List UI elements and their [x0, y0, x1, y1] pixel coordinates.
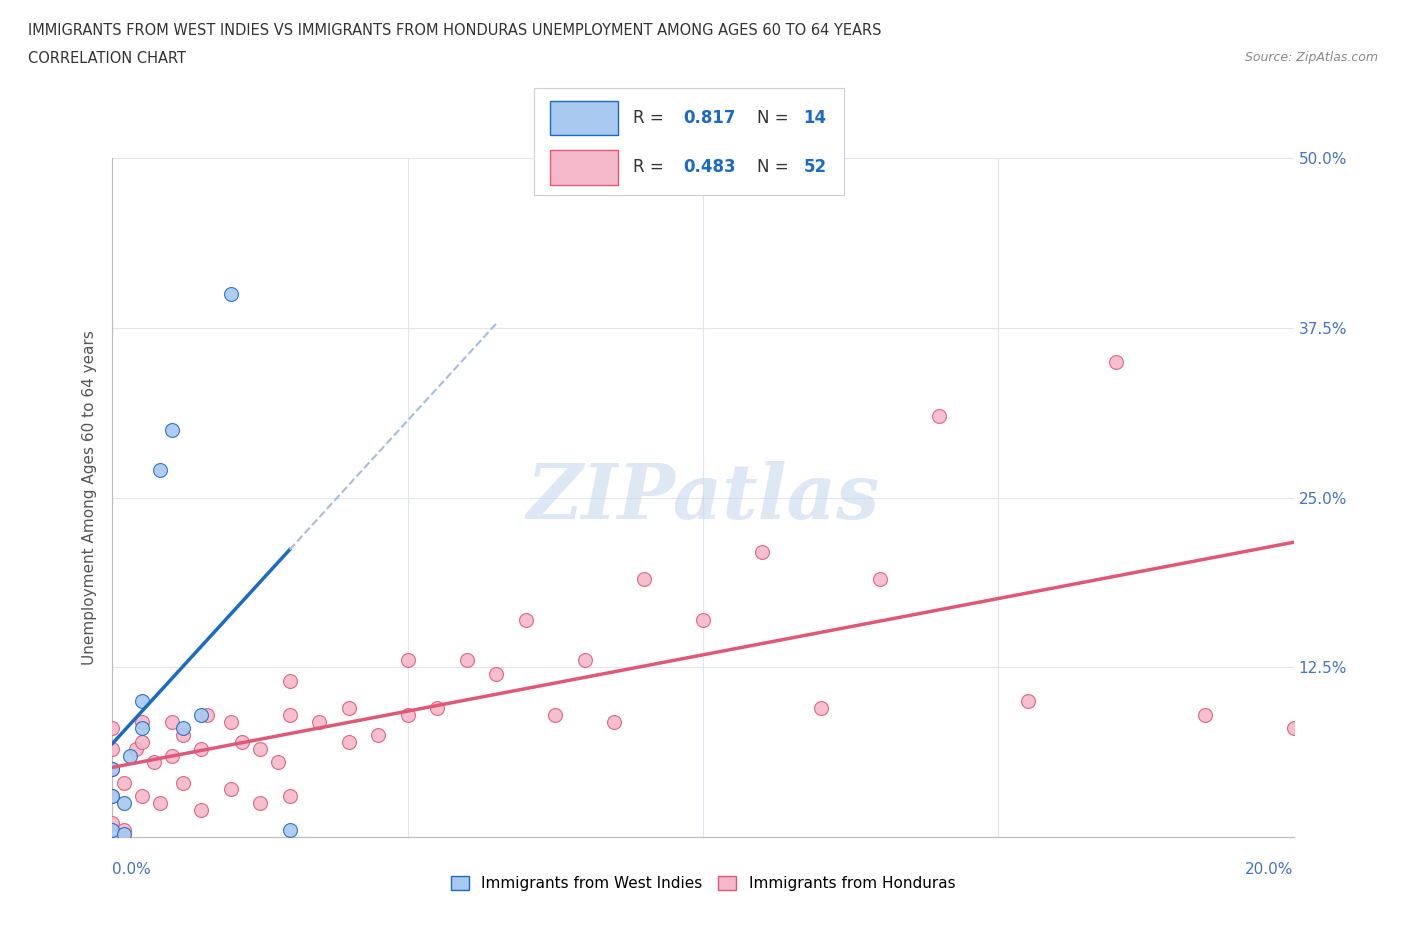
Point: [172, 727, 194, 742]
Point: [544, 708, 567, 723]
Point: [112, 827, 135, 842]
Point: [131, 735, 153, 750]
Point: [249, 741, 271, 756]
Text: N =: N =: [756, 158, 794, 177]
Point: [101, 789, 124, 804]
Point: [172, 721, 194, 736]
Text: IMMIGRANTS FROM WEST INDIES VS IMMIGRANTS FROM HONDURAS UNEMPLOYMENT AMONG AGES : IMMIGRANTS FROM WEST INDIES VS IMMIGRANT…: [28, 23, 882, 38]
Point: [456, 653, 478, 668]
Point: [278, 823, 301, 838]
Point: [101, 816, 124, 830]
Point: [101, 762, 124, 777]
Point: [149, 796, 172, 811]
Point: [1282, 721, 1305, 736]
Text: N =: N =: [756, 110, 794, 127]
Text: CORRELATION CHART: CORRELATION CHART: [28, 51, 186, 66]
Point: [101, 823, 124, 838]
Point: [1194, 708, 1216, 723]
Point: [249, 796, 271, 811]
Point: [172, 776, 194, 790]
Point: [190, 708, 212, 723]
Point: [101, 789, 124, 804]
Point: [190, 741, 212, 756]
Point: [219, 286, 242, 301]
Point: [869, 572, 891, 587]
Point: [131, 694, 153, 709]
Point: [633, 572, 655, 587]
Point: [396, 653, 419, 668]
Point: [131, 789, 153, 804]
FancyBboxPatch shape: [550, 151, 617, 184]
Y-axis label: Unemployment Among Ages 60 to 64 years: Unemployment Among Ages 60 to 64 years: [82, 330, 97, 665]
Point: [278, 789, 301, 804]
Point: [308, 714, 330, 729]
Text: 0.0%: 0.0%: [112, 862, 152, 877]
Point: [810, 700, 832, 715]
Text: R =: R =: [633, 158, 669, 177]
Point: [112, 776, 135, 790]
Point: [219, 714, 242, 729]
Point: [337, 735, 360, 750]
Point: [131, 721, 153, 736]
FancyBboxPatch shape: [550, 101, 617, 136]
Legend: Immigrants from West Indies, Immigrants from Honduras: Immigrants from West Indies, Immigrants …: [444, 870, 962, 897]
Point: [112, 796, 135, 811]
Point: [112, 823, 135, 838]
Point: [278, 673, 301, 688]
Point: [751, 544, 773, 559]
Point: [485, 667, 508, 682]
Point: [142, 755, 165, 770]
Text: 0.817: 0.817: [683, 110, 735, 127]
Point: [278, 708, 301, 723]
Point: [574, 653, 596, 668]
Point: [1017, 694, 1039, 709]
Point: [101, 762, 124, 777]
Point: [131, 714, 153, 729]
Point: [125, 741, 148, 756]
Point: [149, 463, 172, 478]
Point: [928, 408, 950, 423]
Point: [120, 748, 142, 763]
Point: [1105, 354, 1128, 369]
Point: [692, 612, 714, 627]
Text: Source: ZipAtlas.com: Source: ZipAtlas.com: [1244, 51, 1378, 64]
Text: 20.0%: 20.0%: [1246, 862, 1294, 877]
Point: [219, 782, 242, 797]
Point: [160, 714, 183, 729]
Point: [160, 422, 183, 437]
Point: [231, 735, 253, 750]
Point: [101, 741, 124, 756]
Point: [160, 748, 183, 763]
Point: [267, 755, 290, 770]
Point: [195, 708, 218, 723]
Text: ZIPatlas: ZIPatlas: [526, 460, 880, 535]
Text: 52: 52: [803, 158, 827, 177]
Point: [190, 803, 212, 817]
Point: [367, 727, 389, 742]
Point: [603, 714, 626, 729]
Text: R =: R =: [633, 110, 669, 127]
Point: [396, 708, 419, 723]
Text: 14: 14: [803, 110, 827, 127]
Point: [426, 700, 449, 715]
Point: [515, 612, 537, 627]
Point: [337, 700, 360, 715]
Text: 0.483: 0.483: [683, 158, 735, 177]
Point: [101, 721, 124, 736]
